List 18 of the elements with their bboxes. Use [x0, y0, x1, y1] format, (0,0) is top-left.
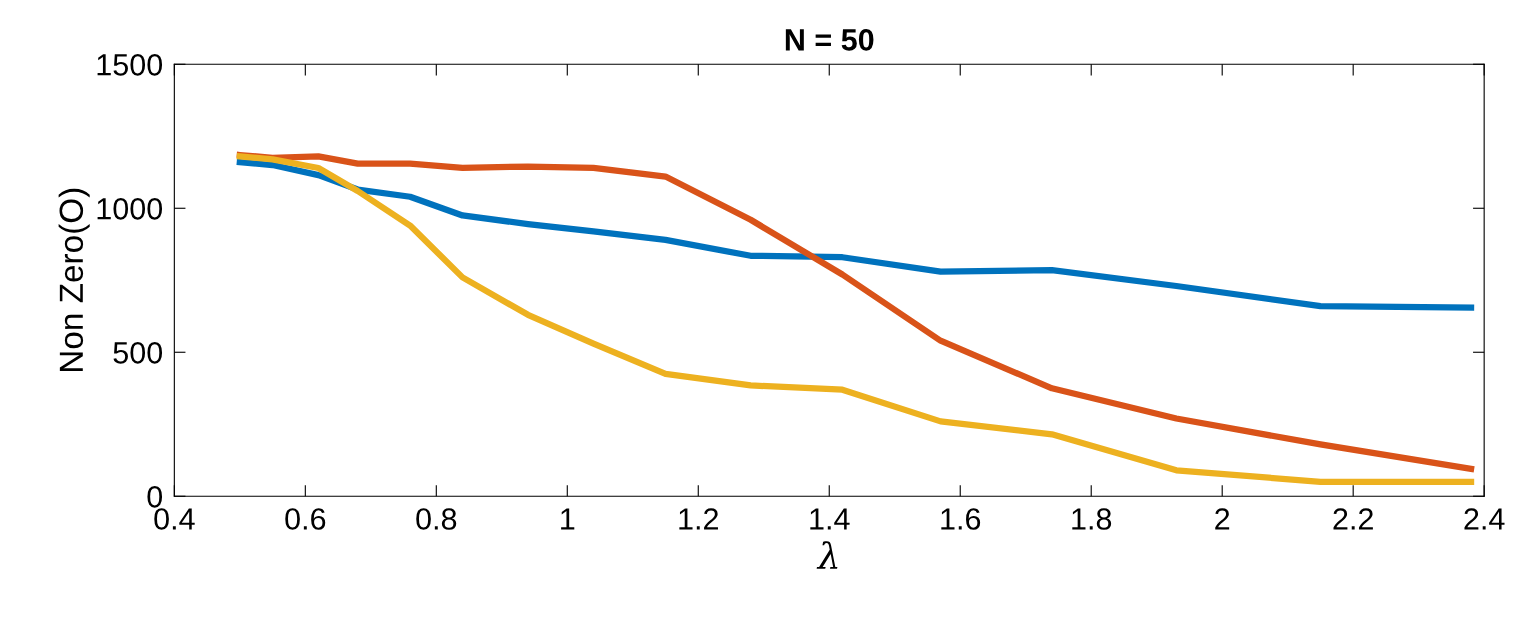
y-tick-label: 0: [147, 485, 163, 508]
x-tick-label: 1.2: [679, 508, 718, 530]
x-tick-label: 1.6: [941, 508, 981, 530]
x-tick-label: 2.2: [1333, 508, 1373, 530]
y-tick-label: 1000: [97, 198, 163, 220]
y-tick-label: 1500: [97, 54, 163, 76]
y-tick-label: 500: [113, 342, 163, 364]
x-tick-label: 1.4: [810, 508, 850, 530]
x-tick-label: 1.8: [1072, 508, 1112, 530]
x-tick-label: 1: [561, 508, 575, 530]
y-axis-title: Non Zero(O): [58, 188, 90, 372]
x-tick-label: 0.6: [285, 508, 326, 530]
x-tick-label: 2: [1215, 508, 1230, 530]
x-axis-title: λ: [816, 541, 838, 569]
x-tick-label: 0.8: [416, 508, 457, 530]
x-tick-label: 0.4: [154, 508, 195, 530]
x-tick-label: 2.4: [1464, 508, 1505, 530]
chart-title: N = 50: [785, 29, 874, 51]
